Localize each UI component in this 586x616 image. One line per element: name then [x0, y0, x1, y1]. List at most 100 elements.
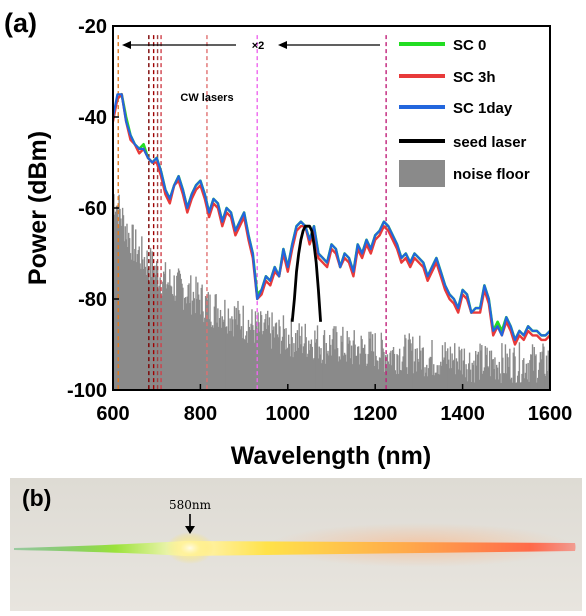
noise-floor-bar [134, 248, 136, 390]
noise-floor-bar [277, 337, 279, 390]
noise-floor-bar [244, 339, 246, 390]
noise-floor-bar [149, 281, 151, 390]
noise-floor-bar [344, 354, 347, 390]
noise-floor-bar [518, 342, 521, 390]
noise-floor-bar [250, 323, 252, 390]
noise-floor-bar [241, 338, 244, 390]
noise-floor-bar [292, 357, 294, 390]
noise-floor-bar [246, 342, 249, 390]
noise-floor-bar [544, 375, 547, 390]
noise-floor-bar [447, 359, 450, 390]
noise-floor-bar [412, 336, 414, 390]
noise-floor-bar [454, 374, 457, 390]
noise-floor-bar [146, 250, 148, 390]
noise-floor-bar [521, 373, 523, 390]
noise-floor-bar [403, 346, 405, 390]
noise-floor-bar [310, 339, 313, 390]
noise-floor-bar [302, 346, 305, 390]
noise-floor-bar [448, 368, 451, 390]
noise-floor-bar [354, 344, 356, 390]
noise-floor-bar [169, 269, 171, 390]
noise-floor-bar [451, 353, 453, 390]
noise-floor-bar [336, 348, 339, 390]
noise-floor-bar [312, 359, 314, 390]
noise-floor-bar [183, 298, 186, 390]
noise-floor-bar [415, 371, 417, 390]
noise-floor-bar [320, 348, 322, 390]
noise-floor-bar [419, 350, 422, 390]
noise-floor-bar [316, 325, 319, 390]
noise-floor-bar [396, 354, 398, 390]
noise-floor-bar [377, 369, 380, 390]
noise-floor-bar [414, 348, 417, 390]
noise-floor-bar [128, 238, 131, 390]
noise-floor-bar [308, 340, 310, 390]
noise-floor-bar [351, 364, 354, 390]
noise-floor-bar [516, 375, 519, 390]
noise-floor-bar [502, 357, 504, 390]
noise-floor-bar [386, 354, 389, 390]
legend-label-sc3h: SC 3h [453, 69, 496, 86]
y-tick-label: -40 [78, 107, 107, 129]
noise-floor-bar [218, 326, 220, 390]
noise-floor-bar [454, 343, 456, 390]
noise-floor-bar [359, 353, 362, 390]
noise-floor-bar [352, 340, 355, 390]
noise-floor-bar [355, 355, 357, 390]
noise-floor-bar [336, 332, 338, 390]
noise-floor-bar [436, 365, 438, 390]
noise-floor-bar [539, 352, 542, 390]
noise-floor-bar [426, 364, 428, 390]
noise-floor-bar [138, 246, 140, 390]
noise-floor-bar [543, 346, 545, 390]
legend-label-seed-laser: seed laser [453, 134, 527, 151]
noise-floor-bar [541, 351, 543, 390]
noise-floor-bar [222, 321, 224, 390]
noise-floor-bar [488, 350, 491, 390]
noise-floor-bar [184, 297, 187, 390]
noise-floor-bar [378, 357, 381, 390]
noise-floor-bar [443, 357, 445, 390]
noise-floor-bar [479, 343, 481, 390]
noise-floor-bar [139, 263, 141, 390]
noise-floor-bar [177, 268, 180, 390]
photo-bright-spot [166, 532, 214, 564]
noise-floor-bar [219, 309, 222, 390]
noise-floor-bar [321, 363, 323, 390]
noise-floor-bar [486, 347, 488, 390]
noise-floor-bar [545, 355, 548, 390]
noise-floor-bar [240, 326, 243, 390]
noise-floor-bar [287, 347, 289, 390]
noise-floor-bar [428, 358, 431, 390]
noise-floor-bar [485, 354, 487, 390]
noise-floor-bar [163, 273, 166, 390]
noise-floor-bar [404, 334, 406, 390]
noise-floor-bar [173, 275, 175, 390]
series-line-seed-laser [290, 224, 322, 322]
noise-floor-bar [282, 315, 285, 390]
noise-floor-bar [266, 329, 268, 390]
noise-floor-bar [169, 285, 172, 390]
noise-floor-bar [423, 376, 425, 390]
noise-floor-bar [487, 366, 489, 390]
noise-floor-bar [361, 339, 363, 390]
noise-floor-bar [297, 347, 299, 390]
noise-floor-bar [327, 350, 329, 390]
noise-floor-bar [528, 381, 530, 390]
noise-floor-bar [329, 334, 331, 390]
x-axis-ticks: 600 800 1000 1200 1400 1600 [96, 384, 572, 425]
noise-floor-bar [313, 357, 315, 390]
noise-floor-bar [480, 350, 482, 390]
doubling-arrowhead-right [278, 41, 287, 49]
doubling-arrowhead-left [122, 41, 131, 49]
noise-floor-bar [350, 345, 353, 390]
noise-floor-bar [293, 343, 295, 390]
noise-floor-bar [221, 316, 223, 390]
noise-floor-bar [529, 360, 531, 390]
noise-floor-bar [294, 351, 296, 390]
noise-floor-bar [520, 382, 522, 390]
noise-floor-bar [182, 287, 184, 390]
noise-floor-bar [275, 322, 278, 390]
y-axis-title: Power (dBm) [24, 131, 52, 285]
